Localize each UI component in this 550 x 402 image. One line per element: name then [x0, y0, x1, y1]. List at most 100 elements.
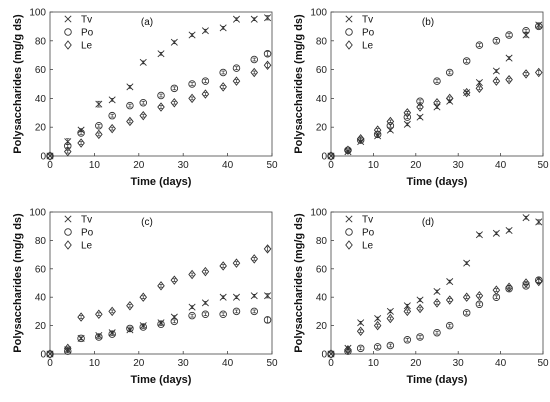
error-bar: [435, 330, 439, 335]
data-point: [201, 310, 210, 318]
data-point: [170, 38, 178, 46]
error-bar: [97, 335, 101, 339]
data-point: [139, 58, 147, 66]
error-bar: [464, 90, 469, 95]
x-tick-label: 0: [47, 160, 53, 171]
x-tick-label: 20: [410, 160, 422, 171]
legend-label-tv: Tv: [81, 215, 92, 226]
data-point: [327, 350, 335, 358]
data-point: [264, 292, 272, 300]
data-point: [95, 100, 103, 108]
legend-marker-le: [345, 40, 353, 50]
y-axis-label: Polysaccharides (mg/g ds): [12, 14, 24, 154]
series-le: [46, 244, 272, 359]
x-axis-label: Time (days): [131, 176, 192, 188]
error-bar: [97, 132, 101, 137]
x-tick-label: 50: [537, 358, 549, 369]
legend-marker-tv: [345, 15, 353, 23]
series-po: [46, 307, 272, 358]
data-point: [232, 76, 241, 86]
error-bar: [375, 128, 380, 132]
error-bar: [97, 312, 101, 317]
data-point: [475, 41, 484, 49]
data-point: [416, 97, 424, 106]
x-tick-label: 10: [89, 358, 101, 369]
error-bar: [221, 70, 225, 75]
data-point: [201, 89, 210, 99]
data-point: [475, 79, 483, 87]
error-bar: [159, 105, 163, 109]
error-bar: [221, 312, 225, 317]
legend-label-le: Le: [81, 41, 93, 52]
data-point: [126, 300, 134, 311]
data-point: [170, 313, 178, 321]
data-point: [445, 68, 454, 77]
data-point: [475, 231, 483, 239]
error-bar: [405, 338, 410, 342]
error-bar: [265, 316, 270, 324]
y-tick-label: 0: [321, 350, 327, 361]
data-point: [126, 324, 134, 333]
data-point: [433, 328, 441, 337]
data-point: [505, 74, 513, 85]
data-point: [416, 333, 424, 341]
error-bar: [79, 336, 83, 341]
error-bar: [418, 335, 422, 339]
y-tick-label: 60: [35, 264, 47, 275]
data-point: [232, 15, 240, 23]
error-bar: [375, 323, 380, 328]
data-point: [475, 83, 484, 94]
plot-frame: [330, 11, 544, 157]
error-bar: [128, 103, 132, 108]
legend-label-tv: Tv: [362, 15, 373, 26]
error-bar: [128, 119, 132, 124]
y-tick-label: 60: [316, 65, 328, 76]
data-point: [263, 60, 272, 71]
data-point: [170, 317, 179, 326]
series-le: [327, 276, 543, 359]
data-point: [373, 125, 382, 135]
legend-label-po: Po: [81, 228, 94, 239]
error-bar: [418, 306, 422, 311]
legend-label-tv: Tv: [362, 215, 373, 226]
data-point: [386, 307, 394, 315]
error-bar: [435, 79, 439, 83]
data-point: [463, 259, 471, 267]
data-point: [77, 129, 85, 137]
error-bar: [65, 144, 70, 148]
series-tv: [46, 292, 272, 358]
legend: Tv Po Le: [64, 15, 94, 52]
error-bar: [190, 272, 194, 277]
data-point: [386, 313, 395, 324]
x-tick-label: 50: [537, 160, 549, 171]
data-point: [492, 229, 500, 237]
y-tick-label: 80: [316, 36, 328, 47]
error-bar: [477, 302, 482, 307]
data-point: [219, 310, 227, 318]
error-bar: [388, 316, 393, 321]
error-bar: [447, 323, 452, 328]
error-bar: [494, 295, 499, 299]
panel-label: (d): [422, 217, 434, 228]
error-bar: [110, 126, 114, 131]
y-tick-label: 0: [321, 152, 327, 163]
data-point: [108, 96, 116, 104]
data-point: [232, 64, 241, 72]
data-point: [403, 120, 411, 128]
data-point: [492, 37, 501, 45]
error-bar: [110, 332, 114, 336]
data-point: [462, 87, 471, 98]
error-bar: [477, 86, 482, 91]
x-axis-label: Time (days): [131, 374, 192, 386]
error-bar: [110, 113, 114, 118]
error-bar: [447, 70, 452, 75]
legend-marker-po: [345, 28, 353, 36]
legend-label-po: Po: [81, 28, 94, 39]
data-point: [344, 145, 352, 155]
x-axis-label: Time (days): [407, 374, 468, 386]
x-tick-label: 0: [328, 358, 334, 369]
legend-label-le: Le: [362, 241, 374, 252]
data-point: [188, 93, 196, 104]
data-point: [188, 303, 196, 311]
